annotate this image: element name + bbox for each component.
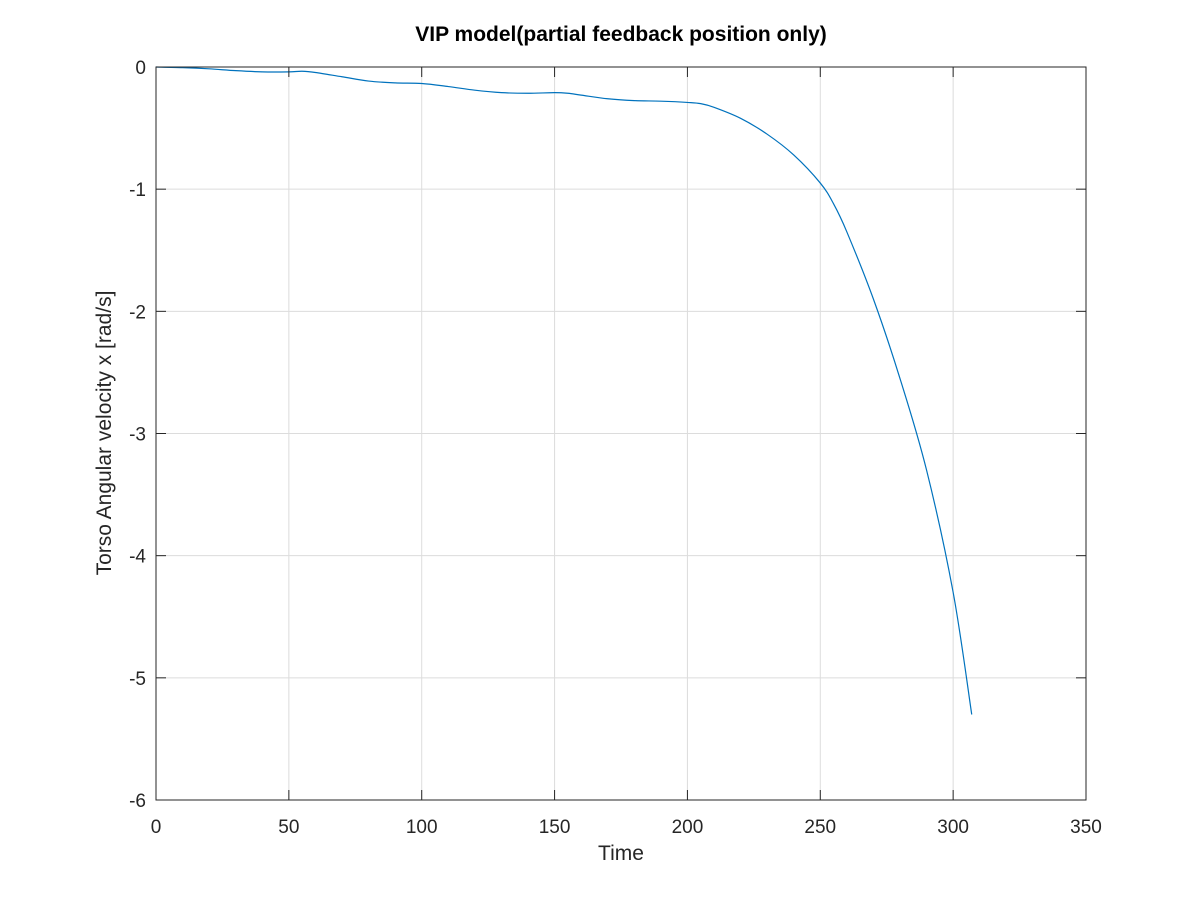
- x-tick-label: 50: [278, 817, 299, 838]
- y-tick-label: -3: [129, 425, 146, 446]
- x-tick-label: 200: [672, 817, 704, 838]
- series-line: [155, 66, 973, 715]
- x-tick-labels: 0 50 100 150 200 250 300 350: [151, 817, 1102, 838]
- y-tick-labels: 0 -1 -2 -3 -4 -5 -6: [129, 58, 146, 812]
- y-tick-label: -5: [129, 669, 146, 690]
- x-axis-label: Time: [598, 842, 644, 865]
- y-axis-label: Torso Angular velocity x [rad/s]: [93, 291, 116, 576]
- y-tick-label: 0: [135, 58, 146, 79]
- x-tick-label: 0: [151, 817, 162, 838]
- x-tick-label: 350: [1070, 817, 1102, 838]
- series-lines: [155, 66, 973, 715]
- y-tick-label: -6: [129, 791, 146, 812]
- y-tick-label: -1: [129, 180, 146, 201]
- y-tick-label: -2: [129, 302, 146, 323]
- tick-marks: [155, 66, 1087, 801]
- x-tick-label: 150: [539, 817, 571, 838]
- x-tick-label: 300: [937, 817, 969, 838]
- x-tick-label: 100: [406, 817, 438, 838]
- y-tick-label: -4: [129, 547, 146, 568]
- chart-title: VIP model(partial feedback position only…: [415, 23, 827, 46]
- x-tick-label: 250: [804, 817, 836, 838]
